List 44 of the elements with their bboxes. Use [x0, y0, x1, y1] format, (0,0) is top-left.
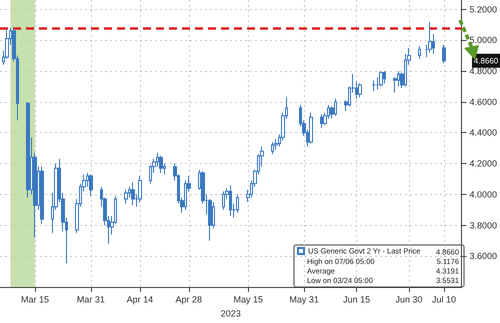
x-tick-label: Jun 30 — [396, 294, 423, 304]
candlestick — [222, 190, 225, 210]
candlestick — [271, 141, 274, 155]
y-tick-label: 5.0000 — [469, 35, 498, 46]
candlestick — [124, 189, 128, 204]
text: 4.8660 — [474, 56, 499, 66]
candlestick — [236, 194, 239, 214]
y-tick-label: 4.0000 — [469, 189, 498, 200]
candlestick — [89, 174, 93, 196]
candlestick — [442, 44, 446, 64]
candlestick — [159, 155, 163, 174]
candlestick — [379, 70, 383, 87]
y-tick-label: 4.4000 — [469, 128, 498, 138]
candlestick — [229, 184, 232, 217]
x-tick-label: Mar 15 — [20, 294, 49, 304]
candlestick — [26, 101, 30, 198]
x-tick-label: Apr 28 — [176, 294, 202, 304]
x-tick-label: Apr 14 — [126, 294, 154, 304]
candlestick — [138, 175, 142, 203]
y-tick-label: 4.6000 — [469, 96, 498, 107]
candlestick — [131, 182, 135, 206]
candlestick — [418, 46, 421, 60]
candlestick — [274, 138, 278, 150]
candlestick — [334, 98, 337, 116]
candlestick — [358, 82, 362, 98]
candlestick — [428, 21, 432, 53]
x-axis-title: 2023 — [220, 308, 241, 318]
candlestick — [309, 112, 313, 144]
candlestick — [372, 80, 376, 92]
y-tick-label: 5.2000 — [469, 4, 498, 14]
candlestick — [208, 198, 212, 242]
x-tick-label: May 15 — [233, 294, 263, 304]
y-tick-label: 3.8000 — [469, 220, 498, 230]
x-tick-label: Jul 10 — [432, 294, 456, 304]
y-tick-label: 4.2000 — [469, 158, 498, 169]
y-tick-label: 4.8000 — [469, 66, 498, 76]
candlestick — [184, 180, 187, 210]
candlestick — [383, 70, 386, 84]
candlestick — [320, 114, 323, 129]
x-tick-label: Mar 31 — [76, 294, 105, 304]
x-tick-label: May 31 — [289, 294, 319, 304]
x-tick-label: Jun 15 — [343, 294, 370, 304]
y-tick-label: 3.6000 — [469, 251, 498, 262]
candlestick — [40, 166, 44, 224]
